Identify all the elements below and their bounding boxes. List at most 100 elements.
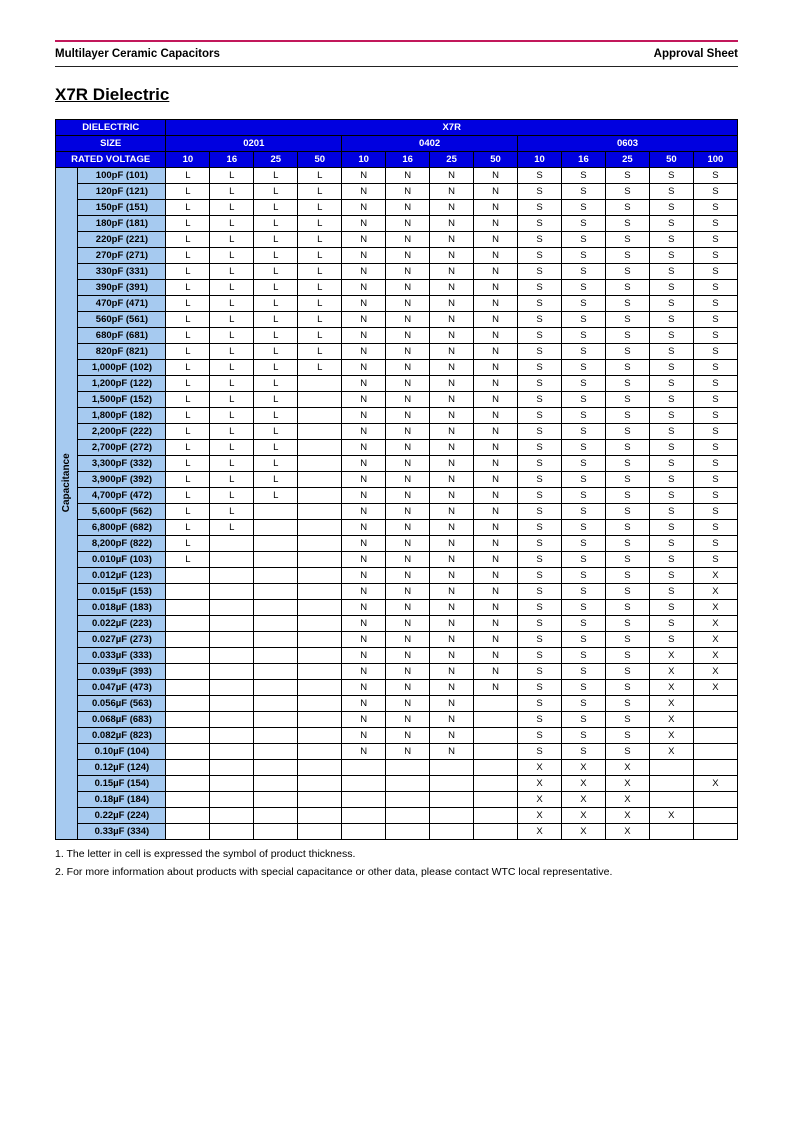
cap-cell: S bbox=[561, 168, 605, 184]
cap-cell: N bbox=[386, 680, 430, 696]
cap-cell: S bbox=[605, 696, 649, 712]
cap-cell: S bbox=[561, 296, 605, 312]
cap-cell bbox=[386, 824, 430, 840]
cap-cell: N bbox=[430, 184, 474, 200]
cap-cell: N bbox=[386, 200, 430, 216]
cap-cell: S bbox=[693, 488, 737, 504]
cap-cell: X bbox=[518, 760, 562, 776]
cap-cell: N bbox=[474, 648, 518, 664]
cap-cell: N bbox=[386, 728, 430, 744]
cap-cell: L bbox=[166, 312, 210, 328]
cap-cell bbox=[649, 760, 693, 776]
cap-cell bbox=[693, 824, 737, 840]
cap-cell: N bbox=[342, 216, 386, 232]
cap-cell: L bbox=[166, 216, 210, 232]
cap-cell bbox=[298, 632, 342, 648]
cap-cell bbox=[430, 792, 474, 808]
cap-cell bbox=[210, 744, 254, 760]
cap-cell bbox=[298, 792, 342, 808]
cap-cell: N bbox=[386, 536, 430, 552]
cap-cell: N bbox=[386, 584, 430, 600]
cap-cell: N bbox=[386, 168, 430, 184]
cap-cell: N bbox=[474, 200, 518, 216]
cap-value-label: 2,700pF (272) bbox=[78, 440, 166, 456]
cap-cell bbox=[210, 808, 254, 824]
cap-value-label: 150pF (151) bbox=[78, 200, 166, 216]
cap-cell bbox=[210, 616, 254, 632]
cap-cell: X bbox=[649, 728, 693, 744]
cap-cell: S bbox=[605, 440, 649, 456]
cap-cell: S bbox=[605, 680, 649, 696]
cap-cell: L bbox=[210, 264, 254, 280]
cap-cell bbox=[386, 760, 430, 776]
cap-cell: S bbox=[693, 520, 737, 536]
cap-cell: N bbox=[474, 408, 518, 424]
cap-cell bbox=[693, 792, 737, 808]
cap-cell: S bbox=[693, 408, 737, 424]
cap-cell bbox=[166, 696, 210, 712]
cap-cell: N bbox=[430, 456, 474, 472]
cap-cell bbox=[298, 744, 342, 760]
cap-cell bbox=[254, 776, 298, 792]
cap-value-label: 0.018µF (183) bbox=[78, 600, 166, 616]
cap-value-label: 820pF (821) bbox=[78, 344, 166, 360]
cap-cell bbox=[166, 808, 210, 824]
cap-cell bbox=[386, 792, 430, 808]
cap-cell bbox=[430, 760, 474, 776]
hdr-size: SIZE bbox=[56, 136, 166, 152]
cap-cell bbox=[693, 808, 737, 824]
cap-value-label: 0.022µF (223) bbox=[78, 616, 166, 632]
cap-cell: S bbox=[518, 232, 562, 248]
cap-cell bbox=[210, 584, 254, 600]
cap-cell: N bbox=[386, 616, 430, 632]
cap-cell: N bbox=[430, 648, 474, 664]
cap-cell bbox=[210, 712, 254, 728]
cap-cell: N bbox=[386, 744, 430, 760]
cap-cell: S bbox=[518, 696, 562, 712]
cap-cell: S bbox=[605, 408, 649, 424]
cap-cell bbox=[342, 824, 386, 840]
cap-value-label: 680pF (681) bbox=[78, 328, 166, 344]
cap-cell: N bbox=[342, 296, 386, 312]
cap-cell: S bbox=[561, 568, 605, 584]
cap-cell: N bbox=[430, 376, 474, 392]
top-accent-rule bbox=[55, 40, 738, 42]
cap-cell bbox=[166, 760, 210, 776]
cap-cell: N bbox=[386, 296, 430, 312]
cap-cell bbox=[210, 792, 254, 808]
cap-cell: N bbox=[386, 360, 430, 376]
cap-cell: S bbox=[561, 488, 605, 504]
cap-cell: N bbox=[430, 744, 474, 760]
cap-cell: N bbox=[342, 200, 386, 216]
note-1: 1. The letter in cell is expressed the s… bbox=[55, 846, 738, 864]
cap-cell: S bbox=[561, 184, 605, 200]
cap-cell: S bbox=[518, 248, 562, 264]
cap-value-label: 0.027µF (273) bbox=[78, 632, 166, 648]
cap-cell: N bbox=[474, 680, 518, 696]
cap-cell: S bbox=[561, 728, 605, 744]
cap-cell bbox=[166, 616, 210, 632]
cap-cell: S bbox=[518, 472, 562, 488]
cap-cell: S bbox=[649, 312, 693, 328]
cap-cell: S bbox=[693, 264, 737, 280]
cap-cell bbox=[254, 504, 298, 520]
cap-cell: L bbox=[210, 344, 254, 360]
cap-cell: N bbox=[474, 600, 518, 616]
cap-cell: S bbox=[561, 632, 605, 648]
cap-cell: S bbox=[561, 696, 605, 712]
cap-cell: X bbox=[561, 760, 605, 776]
cap-cell bbox=[298, 456, 342, 472]
cap-cell: N bbox=[342, 664, 386, 680]
cap-cell: N bbox=[342, 312, 386, 328]
cap-value-label: 390pF (391) bbox=[78, 280, 166, 296]
cap-cell bbox=[210, 728, 254, 744]
cap-cell: N bbox=[474, 552, 518, 568]
cap-cell: S bbox=[561, 392, 605, 408]
cap-cell: S bbox=[518, 632, 562, 648]
cap-value-label: 0.15µF (154) bbox=[78, 776, 166, 792]
cap-value-label: 180pF (181) bbox=[78, 216, 166, 232]
cap-value-label: 0.010µF (103) bbox=[78, 552, 166, 568]
cap-cell: S bbox=[518, 392, 562, 408]
cap-cell: L bbox=[166, 424, 210, 440]
cap-cell bbox=[386, 808, 430, 824]
